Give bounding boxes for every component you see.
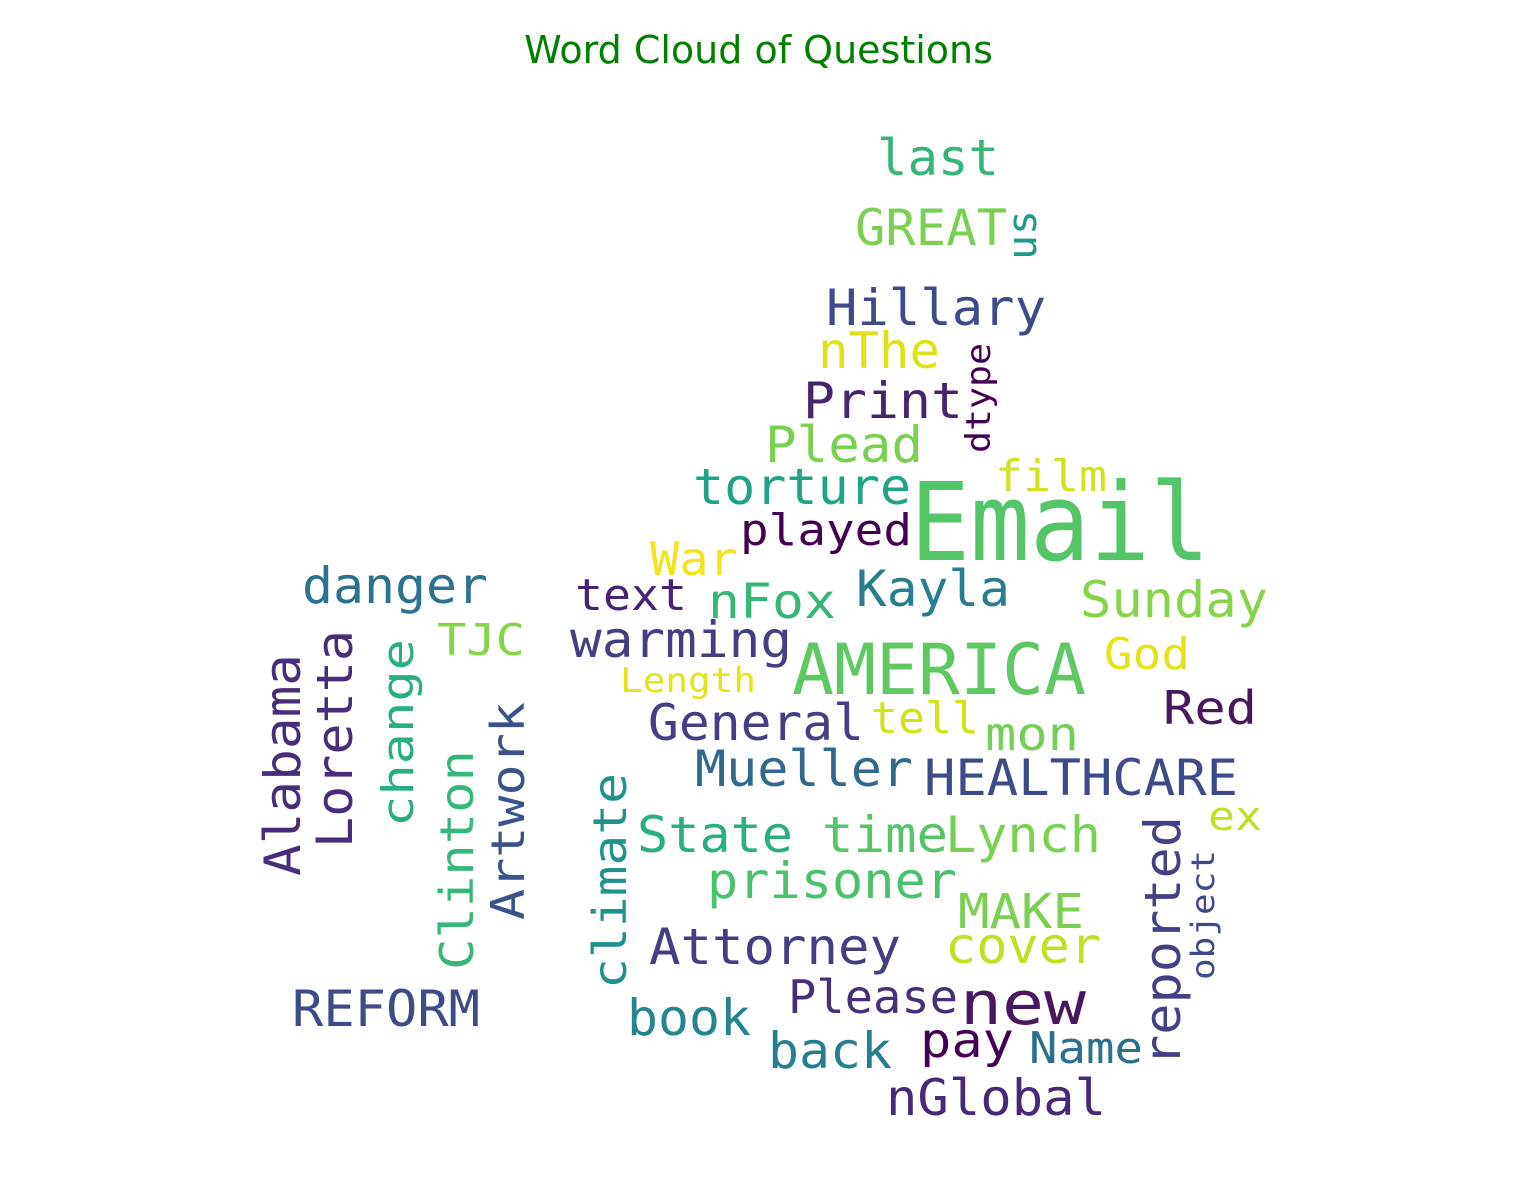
word-mueller: Mueller [695,740,913,798]
word-nthe: nThe [818,322,940,380]
word-war: War [650,532,738,586]
word-reported: reported [1134,816,1192,1066]
word-state: State [637,806,793,864]
word-warming: warming [570,611,792,669]
word-red: Red [1163,681,1257,735]
word-lynch: Lynch [945,806,1101,864]
word-pay: pay [920,1013,1014,1069]
word-last: last [877,129,999,187]
word-loretta: Loretta [306,630,364,848]
chart-title: Word Cloud of Questions [524,28,993,72]
word-plead: Plead [765,416,923,474]
word-dtype: dtype [959,343,999,453]
word-email: Email [910,461,1210,586]
word-cover: cover [945,917,1101,975]
word-new: new [960,969,1087,1039]
word-general: General [648,694,864,752]
word-nfox: nFox [708,574,836,630]
word-clinton: Clinton [430,750,484,970]
word-back: back [768,1022,892,1080]
word-prisoner: prisoner [707,852,957,910]
word-healthcare: HEALTHCARE [924,749,1238,807]
word-name: Name [1029,1023,1143,1074]
word-object: object [1184,850,1222,980]
word-nglobal: nGlobal [886,1069,1106,1127]
word-make: MAKE [958,884,1084,940]
word-played: played [740,505,912,556]
word-book: book [627,989,751,1047]
word-danger: danger [302,557,488,615]
word-us: us [1000,210,1046,260]
word-artwork: Artwork [481,702,535,920]
word-change: change [373,639,424,827]
word-please: Please [788,970,958,1024]
word-attorney: Attorney [649,918,901,976]
word-mon: mon [985,707,1079,761]
word-god: God [1104,629,1190,680]
word-tjc: TJC [437,615,525,666]
word-climate: climate [583,773,637,989]
word-great: GREAT [855,199,1007,257]
word-torture: torture [693,458,911,516]
word-text: text [575,570,687,621]
word-reform: REFORM [292,980,480,1038]
word-length: Length [620,661,756,701]
word-film: film [995,451,1107,502]
word-kayla: Kayla [856,560,1010,618]
word-tell: tell [871,693,979,744]
word-sunday: Sunday [1080,571,1268,629]
word-time: time [822,806,948,864]
word-alabama: Alabama [254,654,312,876]
word-print: Print [803,372,963,430]
word-america: AMERICA [792,629,1086,711]
word-hillary: Hillary [826,279,1046,337]
word-ex: ex [1208,794,1262,840]
